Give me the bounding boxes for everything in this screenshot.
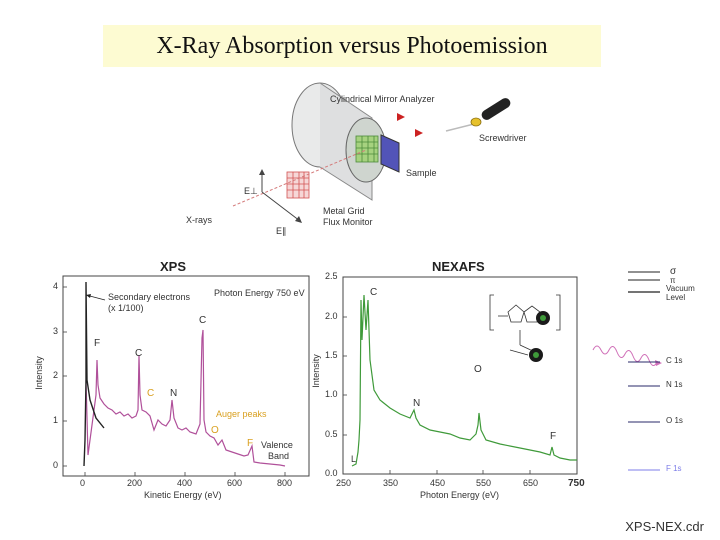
photon-energy-label: Photon Energy 750 eV — [214, 288, 305, 298]
slide-title: X-Ray Absorption versus Photoemission — [156, 32, 548, 59]
nexafs-peak-o: O — [474, 364, 482, 375]
xps-peak-c-auger: C — [147, 388, 155, 399]
nexafs-peak-f: F — [550, 431, 557, 442]
secondary-electron-curve — [83, 281, 105, 467]
nexafs-ytick-2: 1.0 — [325, 389, 338, 399]
screwdriver-icon — [445, 98, 511, 132]
xps-xlabel: Kinetic Energy (eV) — [144, 490, 222, 500]
level-label-level: Level — [666, 293, 686, 302]
absorption-wave — [592, 345, 658, 366]
xps-xtick-0: 0 — [80, 478, 86, 488]
xps-peak-c1: C — [135, 348, 143, 359]
xps-peak-f1: F — [94, 338, 101, 349]
xps-curve — [85, 329, 286, 467]
valence-label-1: Valence — [261, 440, 293, 450]
e-par-arrow — [261, 191, 301, 222]
xps-xtick-4: 800 — [277, 478, 293, 488]
auger-label: Auger peaks — [216, 409, 267, 419]
sample-label: Sample — [406, 168, 437, 178]
nexafs-peak-n: N — [413, 398, 421, 409]
sample-plate — [380, 134, 400, 173]
xps-peak-n: N — [170, 388, 178, 399]
nexafs-ytick-5: 2.5 — [325, 271, 338, 281]
xray-beam — [232, 149, 367, 207]
level-label-f1s: F 1s — [666, 464, 682, 473]
grid-label: Metal Grid — [323, 206, 365, 216]
sample — [355, 135, 379, 163]
nexafs-xtick-0: 250 — [336, 478, 352, 488]
flux-monitor-label: Flux Monitor — [323, 217, 373, 227]
nexafs-ytick-3: 1.5 — [325, 350, 338, 360]
valence-label-2: Band — [268, 451, 290, 461]
analyzer-label: Cylindrical Mirror Analyzer — [330, 94, 435, 104]
xps-xtick-2: 400 — [177, 478, 193, 488]
nexafs-start-label: L — [351, 454, 357, 464]
nexafs-ytick-1: 0.5 — [325, 429, 338, 439]
level-label-vacuum: Vacuum — [666, 284, 695, 293]
level-label-sigma: σ — [670, 266, 677, 277]
level-label-c1s: C 1s — [666, 356, 683, 365]
nexafs-xtick-3: 550 — [476, 478, 492, 488]
xps-xtick-3: 600 — [227, 478, 243, 488]
footer-filename: XPS-NEX.cdr — [625, 519, 704, 534]
xps-peak-c2: C — [199, 315, 207, 326]
xps-peak-o: O — [211, 425, 219, 436]
metal-grid — [286, 171, 310, 199]
nexafs-xtick-5: 750 — [568, 478, 585, 489]
title-box: X-Ray Absorption versus Photoemission — [103, 25, 601, 67]
xps-ytick-0: 0 — [53, 460, 59, 470]
secondary-label-1: Secondary electrons — [108, 292, 191, 302]
red-arrow-2 — [415, 129, 423, 137]
nexafs-ytick-0: 0.0 — [325, 468, 338, 478]
xps-xtick-1: 200 — [127, 478, 143, 488]
level-label-n1s: N 1s — [666, 380, 683, 389]
e-perp-label: E⊥ — [244, 186, 258, 196]
nexafs-title: NEXAFS — [432, 259, 485, 274]
nexafs-xtick-4: 650 — [523, 478, 539, 488]
red-arrow-1 — [397, 113, 405, 121]
xps-ytick-1: 1 — [53, 415, 59, 425]
nexafs-xtick-1: 350 — [383, 478, 399, 488]
xps-axes-ticks — [63, 286, 286, 476]
xps-peak-f2: F — [247, 438, 254, 449]
nexafs-axes-ticks — [342, 276, 531, 475]
nexafs-ytick-4: 2.0 — [325, 311, 338, 321]
nexafs-curve — [351, 294, 577, 467]
nexafs-xtick-2: 450 — [430, 478, 446, 488]
nexafs-frame — [342, 276, 578, 475]
level-label-o1s: O 1s — [666, 416, 683, 425]
xps-ytick-4: 4 — [53, 281, 59, 291]
level-label-pi: π — [670, 276, 676, 285]
secondary-label-2: (x 1/100) — [108, 303, 144, 313]
screwdriver-label: Screwdriver — [479, 133, 527, 143]
xps-title: XPS — [160, 259, 187, 274]
nexafs-xlabel: Photon Energy (eV) — [420, 490, 500, 500]
xps-ytick-3: 3 — [53, 326, 59, 336]
e-par-label: E∥ — [276, 226, 287, 236]
nexafs-peak-c: C — [370, 287, 378, 298]
xps-ytick-2: 2 — [53, 370, 59, 380]
xrays-label: X-rays — [186, 215, 213, 225]
